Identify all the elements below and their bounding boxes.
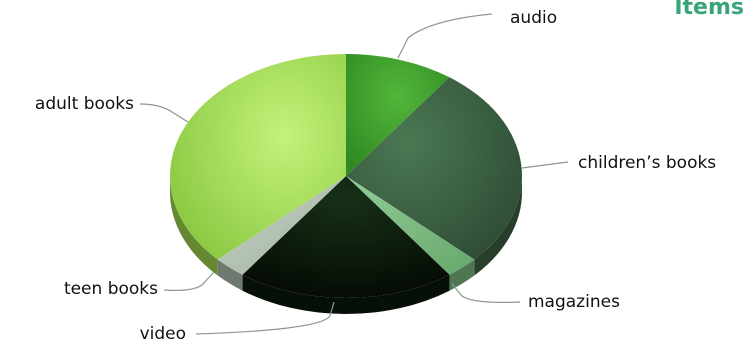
label-teen-books: teen books: [64, 279, 158, 299]
label-audio: audio: [510, 8, 557, 28]
slice-adult-books-side: [170, 176, 218, 276]
slice-video: [242, 176, 450, 298]
slice-magazines-side: [449, 259, 475, 291]
slice-audio: [346, 54, 450, 176]
slice-video-side: [242, 274, 450, 314]
leader-adult-books: [139, 103, 189, 123]
leader-childrens-books: [521, 161, 569, 169]
leader-audio: [397, 13, 493, 59]
pie-slices: [170, 54, 522, 298]
label-childrens-books: children’s books: [578, 153, 716, 173]
slice-adult-books: [170, 54, 346, 260]
label-magazines: magazines: [528, 292, 620, 312]
slice-magazines: [346, 176, 475, 275]
label-video: video: [140, 324, 186, 344]
leader-lines: [139, 13, 569, 335]
leader-video: [195, 301, 335, 335]
leader-teen-books: [163, 271, 215, 292]
pie-depth: [170, 176, 522, 314]
leader-magazines: [451, 283, 521, 303]
slice-childrens-books: [346, 77, 522, 260]
slice-teen-books-side: [217, 259, 243, 291]
slice-teen-books: [217, 176, 346, 275]
slice-childrens-books-side: [474, 176, 522, 276]
corner-title: Items: [674, 0, 744, 20]
label-adult-books: adult books: [35, 94, 134, 114]
